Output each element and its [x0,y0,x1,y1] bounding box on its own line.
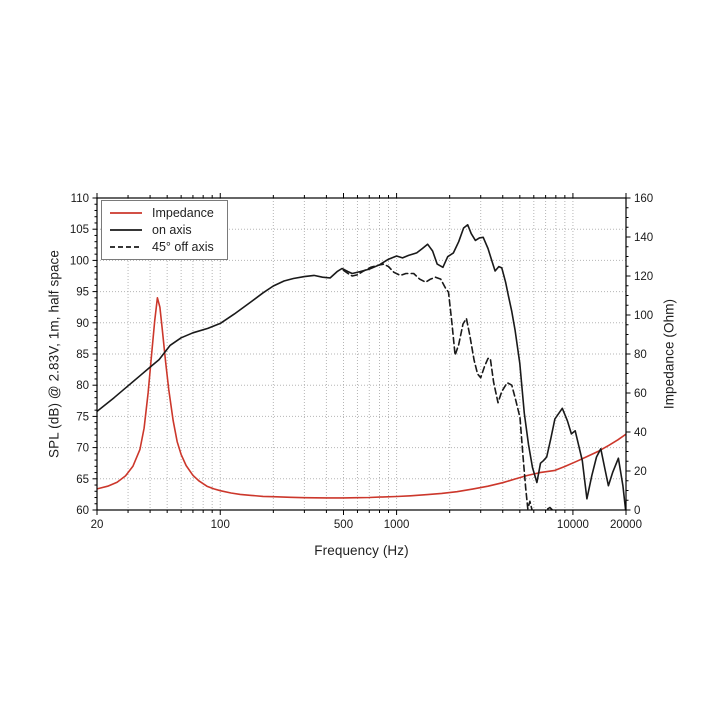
y-right-axis-title: Impedance (Ohm) [661,298,677,410]
y-right-tick-label: 80 [634,349,647,361]
y-right-tick-label: 140 [634,232,653,244]
legend-label: 45° off axis [152,240,214,254]
y-left-tick-label: 60 [76,505,89,517]
impedance-curve [97,297,626,499]
legend-line-sample-solid [110,212,142,214]
y-left-tick-label: 80 [76,380,89,392]
legend-label: on axis [152,223,192,237]
y-left-tick-label: 110 [71,193,89,205]
x-tick-label: 20000 [610,519,642,531]
chart-legend: Impedance on axis 45° off axis [101,200,228,260]
y-left-axis-title: SPL (dB) @ 2.83V, 1m, half space [46,249,62,459]
y-right-tick-label: 100 [634,310,653,322]
legend-item-impedance: Impedance [109,205,214,221]
y-left-tick-label: 95 [76,287,89,299]
x-tick-label: 20 [91,519,104,531]
y-left-tick-label: 85 [76,349,89,361]
legend-line-sample-dashed [110,246,142,248]
y-right-tick-label: 120 [634,271,653,283]
y-left-tick-label: 90 [76,318,89,330]
y-left-tick-label: 100 [70,255,89,267]
y-right-tick-label: 160 [634,193,653,205]
y-right-tick-label: 40 [634,427,647,439]
legend-item-on-axis: on axis [109,222,214,238]
legend-label: Impedance [152,206,214,220]
x-tick-label: 500 [334,519,353,531]
y-left-tick-label: 70 [76,443,89,455]
y-left-tick-label: 65 [76,474,89,486]
y-left-tick-label: 75 [76,411,89,423]
x-tick-label: 1000 [384,519,410,531]
x-tick-label: 100 [211,519,230,531]
y-right-tick-label: 20 [634,466,647,478]
y-left-tick-label: 105 [70,224,89,236]
legend-line-sample-solid [110,229,142,231]
legend-item-off-axis-45: 45° off axis [109,239,214,255]
y-right-tick-label: 0 [634,505,640,517]
x-axis-title: Frequency (Hz) [314,543,409,558]
x-tick-label: 10000 [557,519,589,531]
off-axis-45-curve [342,263,553,510]
on-axis-curve [97,224,626,510]
y-right-tick-label: 60 [634,388,647,400]
